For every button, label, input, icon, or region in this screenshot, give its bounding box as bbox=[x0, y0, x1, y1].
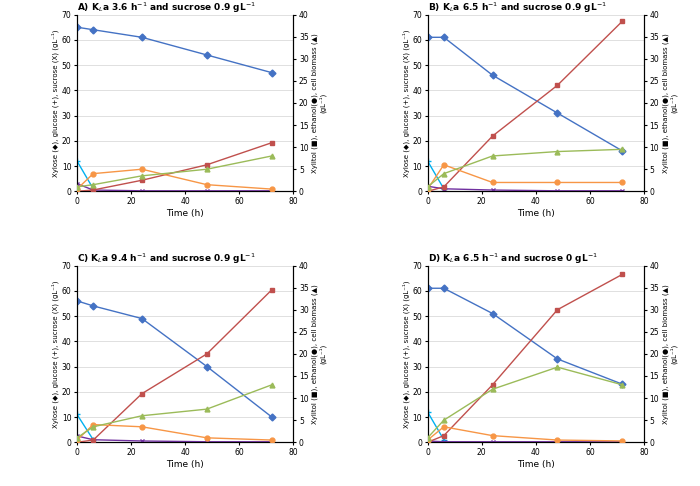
Y-axis label: Xylitol (■), ethanol(●), cell biomass (▲)
(gL⁻¹): Xylitol (■), ethanol(●), cell biomass (▲… bbox=[312, 33, 327, 173]
Y-axis label: Xylose (◆), glucose (+), sucrose (X) (gL⁻¹): Xylose (◆), glucose (+), sucrose (X) (gL… bbox=[51, 280, 59, 428]
Y-axis label: Xylose (◆), glucose (+), sucrose (X) (gL⁻¹): Xylose (◆), glucose (+), sucrose (X) (gL… bbox=[402, 29, 409, 177]
X-axis label: Time (h): Time (h) bbox=[517, 208, 554, 218]
Text: B) K$_L$a 6.5 h$^{-1}$ and sucrose 0.9 gL$^{-1}$: B) K$_L$a 6.5 h$^{-1}$ and sucrose 0.9 g… bbox=[428, 0, 606, 15]
Text: A) K$_L$a 3.6 h$^{-1}$ and sucrose 0.9 gL$^{-1}$: A) K$_L$a 3.6 h$^{-1}$ and sucrose 0.9 g… bbox=[77, 0, 256, 15]
Y-axis label: Xylitol (■), ethanol(●), cell biomass (▲)
(gL⁻¹): Xylitol (■), ethanol(●), cell biomass (▲… bbox=[662, 33, 678, 173]
Y-axis label: Xylose (◆), glucose (+), sucrose (X) (gL⁻¹): Xylose (◆), glucose (+), sucrose (X) (gL… bbox=[51, 29, 59, 177]
Y-axis label: Xylose (◆), glucose (+), sucrose (X) (gL⁻¹): Xylose (◆), glucose (+), sucrose (X) (gL… bbox=[402, 280, 409, 428]
Y-axis label: Xylitol (■), ethanol(●), cell biomass (▲)
(gL⁻¹): Xylitol (■), ethanol(●), cell biomass (▲… bbox=[312, 284, 327, 424]
X-axis label: Time (h): Time (h) bbox=[517, 460, 554, 469]
Text: D) K$_L$a 6.5 h$^{-1}$ and sucrose 0 gL$^{-1}$: D) K$_L$a 6.5 h$^{-1}$ and sucrose 0 gL$… bbox=[428, 251, 597, 265]
X-axis label: Time (h): Time (h) bbox=[167, 460, 204, 469]
Y-axis label: Xylitol (■), ethanol(●), cell biomass (▲)
(gL⁻¹): Xylitol (■), ethanol(●), cell biomass (▲… bbox=[662, 284, 678, 424]
Text: C) K$_L$a 9.4 h$^{-1}$ and sucrose 0.9 gL$^{-1}$: C) K$_L$a 9.4 h$^{-1}$ and sucrose 0.9 g… bbox=[77, 251, 256, 265]
X-axis label: Time (h): Time (h) bbox=[167, 208, 204, 218]
